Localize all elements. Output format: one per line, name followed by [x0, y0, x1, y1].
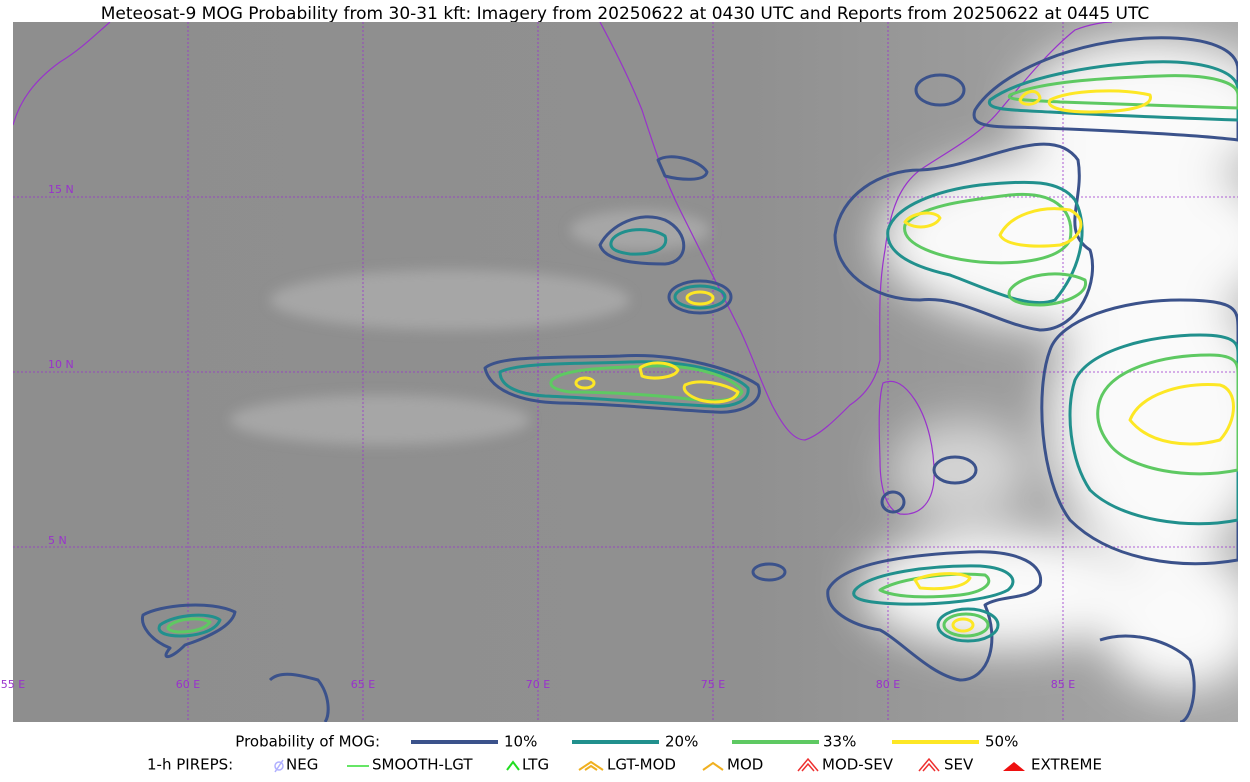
legend-label: LTG — [522, 756, 549, 774]
legend-label: 10% — [504, 733, 537, 751]
title: Meteosat-9 MOG Probability from 30-31 kf… — [101, 4, 1150, 24]
contour — [166, 617, 212, 634]
contour — [1047, 89, 1152, 114]
grid-labels: 15 N 10 N 5 N 55 E 60 E 65 E 70 E 75 E 8… — [1, 183, 1075, 691]
contour — [826, 550, 1043, 682]
mod-symbol — [702, 761, 724, 771]
contour — [598, 215, 686, 266]
neg-symbol — [274, 759, 284, 773]
contour — [972, 36, 1238, 142]
contours — [140, 36, 1238, 722]
contour — [951, 617, 975, 633]
ltg-symbol — [506, 760, 520, 771]
contour — [1096, 353, 1238, 476]
lon-label: 60 E — [176, 678, 200, 691]
legend-title: 1-h PIREPS: — [147, 756, 233, 774]
contour — [987, 60, 1238, 122]
legend-label: 33% — [823, 733, 856, 751]
coastline — [13, 22, 1113, 441]
legend-label: SEV — [944, 756, 974, 774]
legend-title: Probability of MOG: — [235, 733, 380, 751]
contour — [682, 380, 740, 404]
legend-label: EXTREME — [1031, 756, 1102, 774]
contour — [685, 290, 715, 306]
contour — [157, 613, 222, 638]
contour — [880, 490, 906, 514]
lon-label: 65 E — [351, 678, 375, 691]
contour — [913, 572, 972, 591]
pirep-legend: 1-h PIREPS: NEG SMOOTH-LGT LTG LGT-MOD M… — [147, 756, 1102, 774]
lon-label: 75 E — [701, 678, 725, 691]
contour — [932, 455, 978, 485]
contour — [667, 279, 733, 315]
contour — [638, 361, 680, 380]
legend-label: 50% — [985, 733, 1018, 751]
contour — [498, 360, 750, 408]
lgt-mod-symbol — [578, 760, 604, 771]
contour — [673, 284, 727, 310]
contour — [751, 562, 787, 582]
contour — [609, 228, 668, 256]
legend-label: 20% — [665, 733, 698, 751]
contour — [852, 564, 1015, 606]
extreme-symbol — [1003, 762, 1025, 771]
contour — [914, 73, 966, 107]
lon-label: 55 E — [1, 678, 25, 691]
contour — [833, 142, 1095, 332]
contour — [1007, 272, 1087, 307]
contour — [656, 155, 709, 181]
contour — [886, 180, 1084, 305]
graticule — [13, 22, 1238, 722]
contour — [1040, 298, 1238, 566]
contour — [574, 376, 596, 390]
sri-lanka — [878, 380, 935, 515]
lon-label: 70 E — [526, 678, 550, 691]
lon-label: 85 E — [1051, 678, 1075, 691]
contour — [903, 211, 942, 229]
legend-label: MOD-SEV — [822, 756, 894, 774]
contour — [936, 607, 1000, 643]
contour — [1068, 333, 1238, 526]
legend-label: MOD — [727, 756, 763, 774]
contour — [140, 603, 237, 659]
lat-label: 5 N — [48, 534, 67, 547]
contour — [998, 207, 1083, 248]
mod-sev-symbol — [797, 757, 819, 772]
contour — [942, 612, 990, 638]
lat-label: 10 N — [48, 358, 74, 371]
legend-label: NEG — [286, 756, 318, 774]
lat-label: 15 N — [48, 183, 74, 196]
probability-legend: Probability of MOG: 10% 20% 33% 50% — [235, 733, 1018, 751]
sev-symbol — [918, 757, 940, 772]
contour — [1018, 90, 1042, 106]
legend-label: LGT-MOD — [607, 756, 676, 774]
contour — [1128, 383, 1235, 446]
contour — [268, 634, 1196, 722]
contour — [1007, 74, 1238, 110]
contour — [483, 353, 761, 414]
map — [13, 22, 1238, 722]
lon-label: 80 E — [876, 678, 900, 691]
legend-label: SMOOTH-LGT — [372, 756, 473, 774]
